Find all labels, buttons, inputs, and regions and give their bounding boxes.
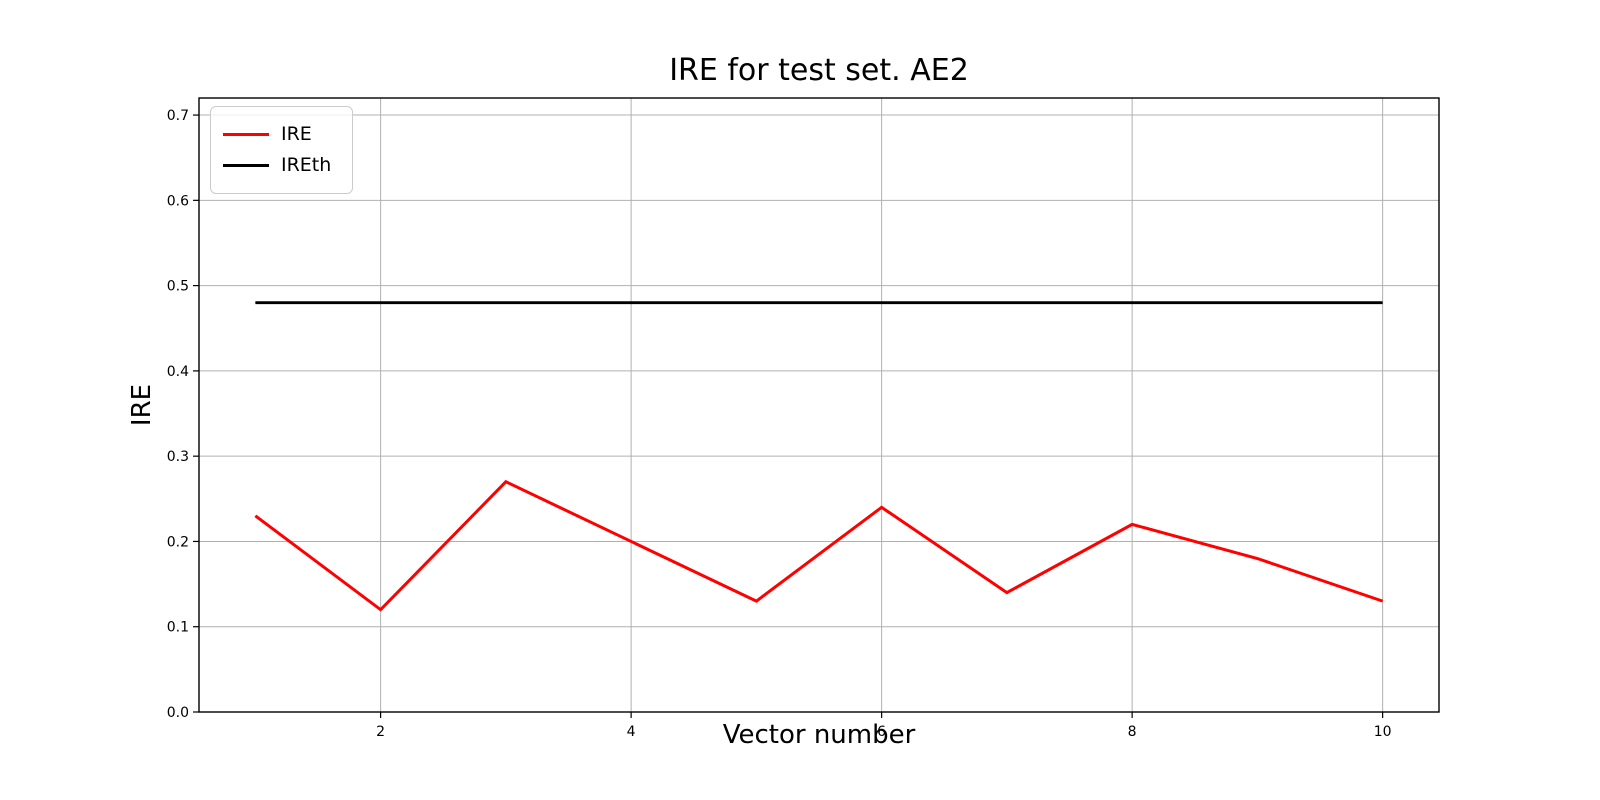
- tick-labels: 0.0 0.1 0.2 0.3 0.4 0.5 0.6 0.7 2 4 6 8 10: [167, 108, 1392, 740]
- y-tick-label: 0.1: [167, 620, 189, 636]
- y-tick-label: 0.3: [167, 449, 189, 465]
- y-axis-label: IRE: [127, 383, 157, 427]
- y-tick-label: 0.6: [167, 193, 189, 209]
- y-tick-label: 0.7: [167, 108, 189, 124]
- x-axis-label: Vector number: [722, 720, 916, 750]
- x-tick-label: 8: [1128, 724, 1137, 740]
- x-tick-label: 10: [1374, 724, 1392, 740]
- legend-line-sample-ireth: [223, 163, 269, 167]
- tick-marks: [193, 114, 1384, 718]
- legend-label-ireth: IREth: [281, 154, 332, 176]
- chart-title: IRE for test set. AE2: [669, 53, 969, 88]
- x-tick-label: 6: [877, 724, 886, 740]
- y-tick-label: 0.4: [167, 364, 189, 380]
- series-line-ire: [254, 479, 1384, 612]
- legend-item-ire: IRE: [223, 124, 340, 145]
- y-tick-label: 0.5: [167, 279, 189, 295]
- legend-item-ireth: IREth: [223, 155, 340, 176]
- axes-border: [198, 97, 1440, 713]
- gridlines: [199, 98, 1439, 713]
- y-tick-label: 0.0: [167, 705, 189, 721]
- x-tick-label: 2: [376, 724, 385, 740]
- legend: IRE IREth: [210, 106, 353, 194]
- y-tick-label: 0.2: [167, 534, 189, 550]
- x-tick-label: 4: [627, 724, 636, 740]
- legend-line-sample-ire: [223, 133, 269, 137]
- legend-label-ire: IRE: [281, 123, 312, 146]
